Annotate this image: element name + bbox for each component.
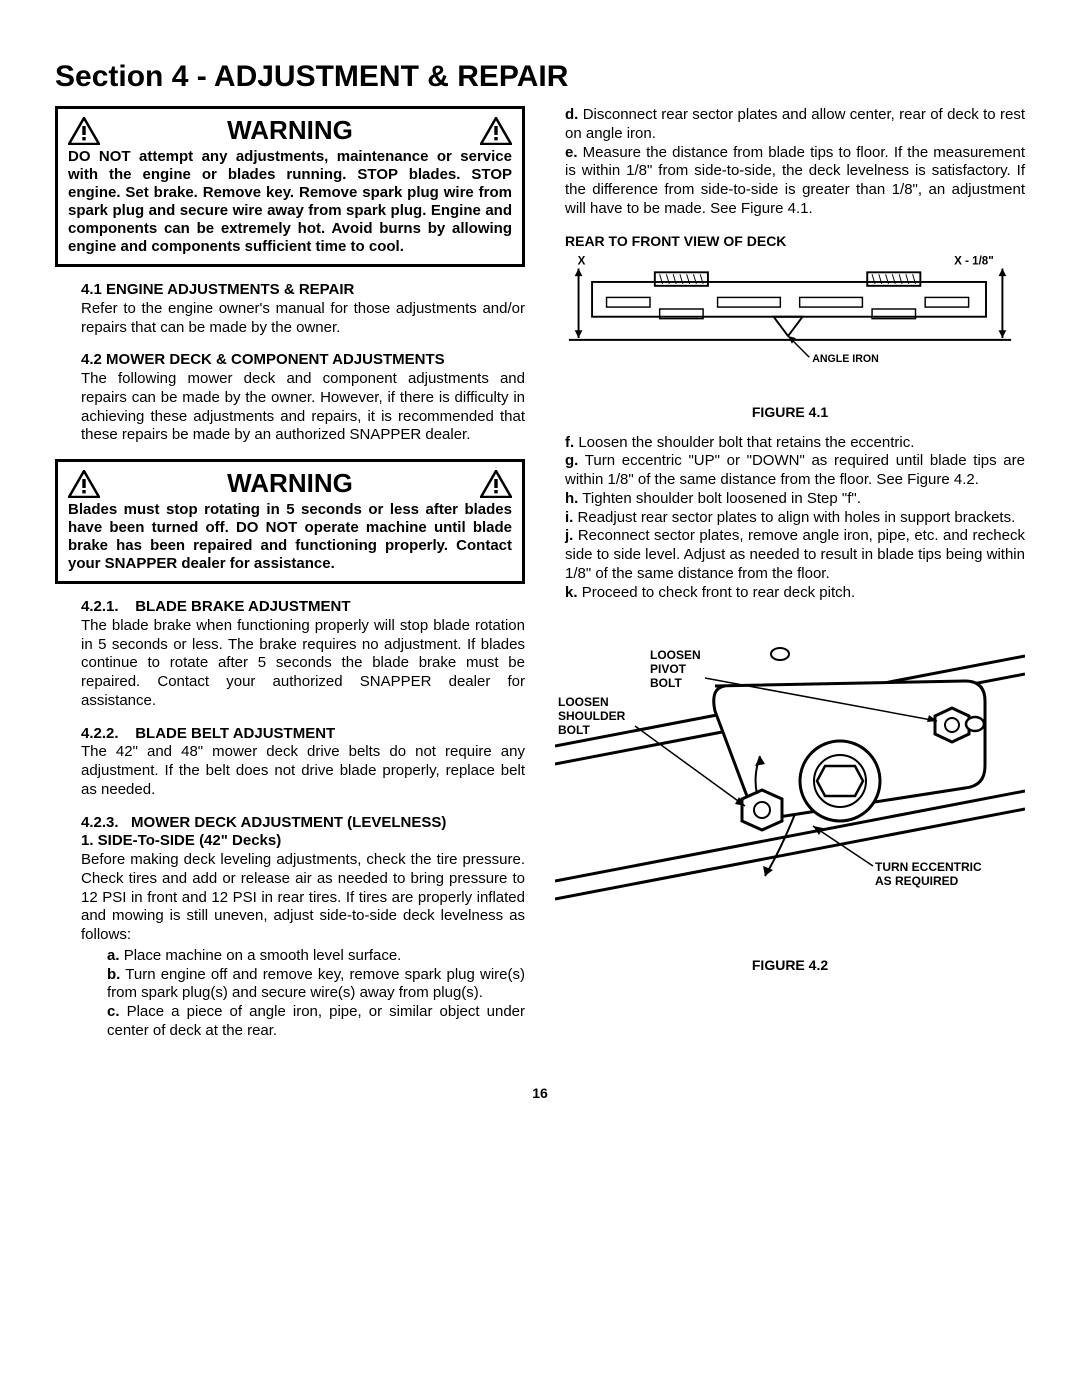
step-b: Turn engine off and remove key, remove s…: [107, 966, 525, 1002]
section-body: Refer to the engine owner's manual for t…: [81, 300, 525, 336]
section-title: BLADE BRAKE ADJUSTMENT: [135, 598, 350, 615]
warning-text: DO NOT attempt any adjustments, maintena…: [68, 148, 512, 256]
svg-text:BOLT: BOLT: [650, 676, 682, 690]
section-title: ENGINE ADJUSTMENTS & REPAIR: [106, 281, 354, 298]
section-body: Before making deck leveling adjustments,…: [81, 851, 525, 943]
section-number: 4.1: [81, 281, 102, 298]
section-4-2-3: 4.2.3. MOWER DECK ADJUSTMENT (LEVELNESS)…: [55, 814, 525, 1041]
svg-text:PIVOT: PIVOT: [650, 662, 687, 676]
warning-triangle-icon: [68, 117, 100, 145]
figure-4-1-heading: REAR TO FRONT VIEW OF DECK: [555, 233, 1025, 249]
section-body: The blade brake when functioning properl…: [81, 617, 525, 709]
figure-4-1-caption: FIGURE 4.1: [555, 404, 1025, 420]
warning-text: Blades must stop rotating in 5 seconds o…: [68, 501, 512, 573]
warning-triangle-icon: [480, 470, 512, 498]
section-number: 4.2: [81, 351, 102, 368]
step-a: Place machine on a smooth level surface.: [124, 947, 402, 964]
svg-text:LOOSEN: LOOSEN: [558, 695, 609, 709]
warning-triangle-icon: [480, 117, 512, 145]
section-title: BLADE BELT ADJUSTMENT: [135, 725, 335, 742]
section-number: 4.2.1.: [81, 598, 119, 615]
svg-text:TURN ECCENTRIC: TURN ECCENTRIC: [875, 860, 982, 874]
page-title: Section 4 - ADJUSTMENT & REPAIR: [55, 60, 1025, 94]
page: Section 4 - ADJUSTMENT & REPAIR WARNING: [0, 0, 1080, 1141]
section-title: MOWER DECK ADJUSTMENT (LEVELNESS): [131, 814, 446, 831]
fig-x18-label: X - 1/8": [954, 255, 994, 267]
warning-triangle-icon: [68, 470, 100, 498]
step-c: Place a piece of angle iron, pipe, or si…: [107, 1003, 525, 1039]
section-4-2-1: 4.2.1. BLADE BRAKE ADJUSTMENT The blade …: [55, 598, 525, 711]
step-j: Reconnect sector plates, remove angle ir…: [565, 527, 1025, 582]
two-column-layout: WARNING DO NOT attempt any adjustments, …: [55, 106, 1025, 1055]
right-column: d. Disconnect rear sector plates and all…: [555, 106, 1025, 1055]
warning-header: WARNING: [68, 115, 512, 146]
warning-heading: WARNING: [100, 115, 480, 146]
section-4-2-2: 4.2.2. BLADE BELT ADJUSTMENT The 42" and…: [55, 725, 525, 800]
section-body: The following mower deck and component a…: [81, 370, 525, 443]
section-4-1: 4.1 ENGINE ADJUSTMENTS & REPAIR Refer to…: [55, 281, 525, 337]
section-body: The 42" and 48" mower deck drive belts d…: [81, 743, 525, 798]
left-column: WARNING DO NOT attempt any adjustments, …: [55, 106, 525, 1055]
warning-box-2: WARNING Blades must stop rotating in 5 s…: [55, 459, 525, 584]
step-g: Turn eccentric "UP" or "DOWN" as require…: [565, 452, 1025, 488]
step-k: Proceed to check front to rear deck pitc…: [582, 584, 855, 601]
figure-4-2-diagram: LOOSEN PIVOT BOLT LOOSEN SHOULDER BOLT T…: [555, 616, 1025, 946]
section-number: 4.2.3.: [81, 814, 119, 831]
warning-header: WARNING: [68, 468, 512, 499]
step-e: Measure the distance from blade tips to …: [565, 144, 1025, 217]
section-title: MOWER DECK & COMPONENT ADJUSTMENTS: [106, 351, 445, 368]
figure-4-1-diagram: X X - 1/8": [555, 253, 1025, 393]
svg-text:SHOULDER: SHOULDER: [558, 709, 626, 723]
section-subtitle: 1. SIDE-To-SIDE (42" Decks): [81, 832, 281, 849]
section-number: 4.2.2.: [81, 725, 119, 742]
section-4-2: 4.2 MOWER DECK & COMPONENT ADJUSTMENTS T…: [55, 351, 525, 445]
figure-4-2-caption: FIGURE 4.2: [555, 957, 1025, 973]
step-f: Loosen the shoulder bolt that retains th…: [578, 434, 914, 451]
fig-x-label: X: [578, 255, 586, 267]
step-i: Readjust rear sector plates to align wit…: [578, 509, 1016, 526]
warning-heading: WARNING: [100, 468, 480, 499]
svg-text:AS REQUIRED: AS REQUIRED: [875, 874, 959, 888]
svg-text:LOOSEN: LOOSEN: [650, 648, 701, 662]
step-d: Disconnect rear sector plates and allow …: [565, 106, 1025, 142]
warning-box-1: WARNING DO NOT attempt any adjustments, …: [55, 106, 525, 267]
step-h: Tighten shoulder bolt loosened in Step "…: [582, 490, 861, 507]
svg-text:BOLT: BOLT: [558, 723, 590, 737]
page-number: 16: [55, 1085, 1025, 1101]
fig-angle-iron-label: ANGLE IRON: [812, 353, 879, 365]
